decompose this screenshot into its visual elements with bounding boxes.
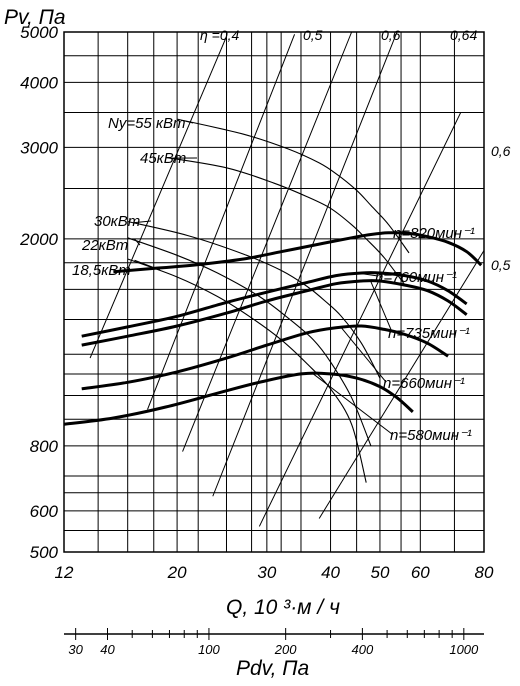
pdv-tick-label: 200: [274, 642, 297, 657]
axes: 500 600 800 2000 3000 4000 5000 12 20 30 40 50 60 80 3…: [19, 23, 494, 657]
pdv-tick-label: 30: [68, 642, 83, 657]
efficiency-label: 0,5: [303, 27, 323, 43]
power-label: Ny=55 кВт: [108, 115, 186, 132]
pdv-tick-label: 1000: [449, 642, 479, 657]
pdv-axis-title: Pdv, Па: [236, 657, 309, 680]
speed-label-leader: [340, 327, 387, 383]
power-label-leader: [134, 259, 161, 271]
efficiency-label: 0,5: [491, 257, 511, 273]
labels: η =0,4 0,5 0,6 0,64 0,6 0,5 Ny=55 кВт 45кВт 30кВ…: [72, 27, 511, 444]
power-label-leader: [182, 119, 194, 124]
y-tick-label: 5000: [20, 23, 58, 42]
x-tick-label: 80: [475, 563, 494, 582]
efficiency-label: 0,6: [381, 27, 401, 43]
x-tick-label: 20: [167, 563, 187, 582]
power-curve: [165, 156, 406, 286]
speed-label: n=580мин⁻¹: [390, 427, 472, 444]
power-curve: [127, 237, 372, 447]
speed-label: n=735мин⁻¹: [388, 325, 470, 342]
y-axis-title: Pv, Па: [4, 6, 66, 29]
efficiency-label: 0,6: [491, 143, 511, 159]
x-tick-label: 12: [55, 563, 74, 582]
efficiency-line: [212, 31, 398, 497]
x-tick-label: 30: [257, 563, 276, 582]
x-tick-label: 40: [321, 563, 340, 582]
x-tick-label: 60: [411, 563, 430, 582]
pdv-tick-label: 100: [198, 642, 220, 657]
speed-curve: [81, 271, 468, 338]
speed-curve: [63, 371, 414, 426]
y-tick-label: 600: [30, 502, 59, 521]
power-label-leader: [134, 220, 152, 224]
efficiency-line: [147, 34, 296, 410]
efficiency-lines: [89, 31, 485, 527]
speed-label: n=820мин⁻¹: [393, 225, 475, 242]
efficiency-label: η =0,4: [200, 27, 240, 43]
efficiency-line: [89, 36, 227, 359]
x-axis-title: Q, 10 ³·м / ч: [226, 596, 340, 619]
speed-label-leader: [312, 373, 393, 435]
power-label-leader: [134, 238, 141, 246]
speed-curves: [63, 231, 483, 426]
speed-label: n=660мин⁻¹: [383, 375, 465, 392]
y-tick-label: 800: [30, 437, 59, 456]
speed-curve: [81, 324, 449, 391]
speed-label: n=760мин⁻¹: [375, 269, 457, 286]
speed-label-leader: [361, 273, 379, 277]
power-label: 45кВт: [140, 150, 186, 167]
pdv-tick-label: 40: [100, 642, 115, 657]
grid: [63, 31, 485, 553]
speed-curve: [113, 231, 483, 274]
speed-label-leader: [370, 281, 393, 333]
power-curves: [127, 118, 410, 483]
speed-label-leader: [395, 231, 410, 235]
efficiency-line: [182, 31, 353, 452]
plot-frame: [63, 31, 485, 553]
power-curve: [127, 220, 381, 379]
efficiency-label: 0,64: [450, 27, 477, 43]
y-tick-label: 500: [30, 543, 59, 562]
power-label: 22кВт: [81, 237, 128, 254]
y-tick-label: 2000: [19, 230, 58, 249]
power-label: 18,5кВт: [72, 262, 131, 279]
power-label: 30кВт: [94, 213, 140, 230]
efficiency-line: [258, 112, 462, 527]
x-tick-label: 50: [370, 563, 389, 582]
speed-curve: [81, 279, 468, 347]
power-curve: [176, 118, 410, 254]
y-tick-label: 3000: [20, 138, 58, 157]
pdv-tick-label: 400: [352, 642, 374, 657]
y-tick-label: 4000: [20, 73, 58, 92]
